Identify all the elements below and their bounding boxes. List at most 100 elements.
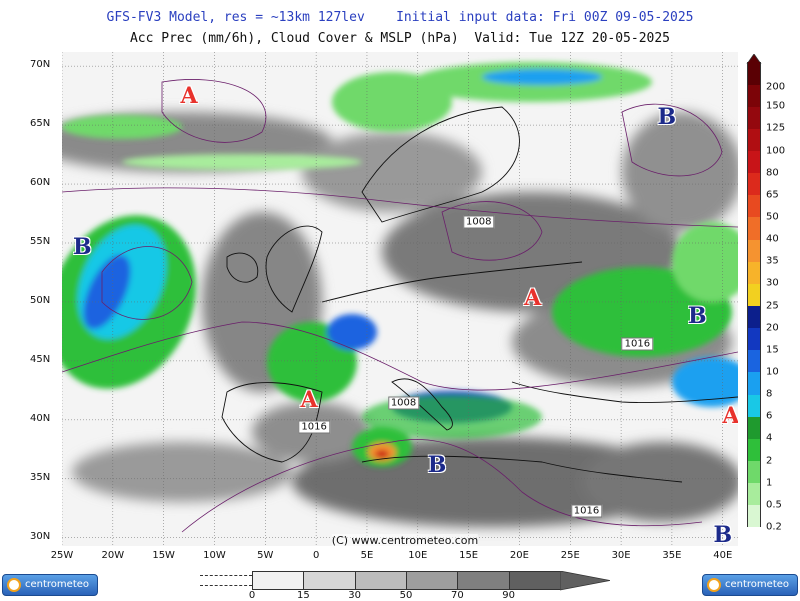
high-pressure-label: A [722,403,738,430]
colorbar-label: 25 [766,300,779,312]
colorbar-segment [747,217,761,240]
latitude-label: 50N [30,294,51,306]
coastlines [221,106,738,483]
latitude-label: 45N [30,353,51,365]
longitude-label: 30E [611,550,631,561]
low-pressure-label: B [657,103,677,130]
colorbar-segment [747,460,761,484]
colorbar-label: 50 [766,211,779,223]
colorbar-label: 0.2 [766,521,782,533]
latitude-label: 30N [30,530,51,542]
logo-text: centrometeo [725,579,790,590]
colorbar-label: 4 [766,432,773,444]
longitude-label: 25E [560,550,580,561]
colorbar-label: 35 [766,255,779,267]
colorbar-label: 8 [766,388,773,400]
colorbar-segment [747,305,761,329]
colorbar-label: 20 [766,322,779,334]
cloud-bar-label: 30 [348,590,362,601]
cloud-bar-segment [406,571,458,590]
map-variable-title: Acc Prec (mm/6h), Cloud Cover & MSLP (hP… [129,31,671,46]
colorbar-label: 15 [766,344,779,356]
longitude-label: 5E [360,550,374,561]
cloud-bar-label: 0 [248,590,256,601]
cloud-bar-segment [354,571,407,590]
longitude-label: 20W [101,550,125,561]
longitude-label: 5W [257,550,274,561]
cloud-bar-left-arrow-icon [200,575,252,586]
colorbar-label: 65 [766,189,779,201]
colorbar-segment [747,128,761,152]
cloud-bar-segment [457,571,510,590]
longitude-label: 40E [713,550,733,561]
cloud-bar-segment [252,571,304,590]
centrometeo-logo-left[interactable]: centrometeo [2,574,98,596]
colorbar-label: 80 [766,167,779,179]
centrometeo-logo-right[interactable]: centrometeo [702,574,798,596]
high-pressure-label: A [524,285,542,312]
colorbar-label: 10 [766,366,779,378]
longitude-label: 10E [408,550,428,561]
colorbar-label: 6 [766,410,773,422]
colorbar-segment [747,394,761,417]
isobar-value-label: 1016 [298,420,330,434]
logo-icon [707,578,721,592]
colorbar-label: 40 [766,233,779,245]
colorbar-segment [747,106,761,129]
isobars [62,79,738,533]
colorbar-segment [747,261,761,284]
latitude-label: 65N [30,118,51,130]
colorbar-segment [747,283,761,307]
latitude-label: 55N [30,235,51,247]
latitude-label: 40N [30,412,51,424]
longitude-label: 10W [203,550,226,561]
colorbar-label: 125 [766,122,786,134]
colorbar-segment [747,150,761,174]
colorbar-segment [747,84,761,107]
low-pressure-label: B [688,303,707,330]
colorbar-label: 150 [766,100,786,112]
colorbar-segment [747,172,761,196]
latitude-label: 70N [30,59,51,71]
cloud-bar-label: 50 [399,590,413,601]
colorbar-segment [747,327,761,351]
longitude-label: 15E [459,550,479,561]
colorbar-segment [747,62,761,85]
precipitation-colorbar [744,54,764,528]
colorbar-label: 100 [766,145,786,157]
colorbar-segment [747,194,761,218]
cloud-bar-label: 90 [502,590,516,601]
lat-lon-grid [62,52,738,546]
longitude-label: 15W [152,550,175,561]
latitude-label: 60N [30,177,51,189]
colorbar-segment [747,438,761,462]
colorbar-label: 0.5 [766,499,782,511]
colorbar-segment [747,372,761,395]
cloud-bar-label: 70 [450,590,464,601]
colorbar-label: 30 [766,277,779,289]
weather-map: A B B A B A A B B 1008 1016 1008 1016 1016 [62,52,738,546]
colorbar-segment [747,416,761,439]
cloud-bar-segment [303,571,356,590]
cloud-bar-right-arrow-icon [560,571,610,591]
colorbar-segment [747,239,761,262]
latitude-label: 35N [30,471,51,483]
longitude-label: 20E [509,550,529,561]
low-pressure-label: B [427,451,447,478]
cloud-bar-segment [508,571,561,590]
high-pressure-label: A [180,82,198,109]
low-pressure-label: B [713,522,733,546]
logo-icon [7,578,21,592]
colorbar-segment [747,504,761,528]
low-pressure-label: B [73,233,92,260]
cloud-bar-label: 15 [296,590,310,601]
isobar-value-label: 1016 [621,337,654,351]
colorbar-segment [747,482,761,506]
colorbar-label: 2 [766,455,773,467]
high-pressure-label: A [300,386,318,413]
longitude-label: 0 [312,550,320,561]
colorbar-arrow-icon [746,54,762,64]
model-info-title: GFS-FV3 Model, res = ~13km 127lev Initia… [106,10,694,25]
isobar-value-label: 1016 [570,504,603,518]
cloud-cover-colorbar [200,571,610,591]
